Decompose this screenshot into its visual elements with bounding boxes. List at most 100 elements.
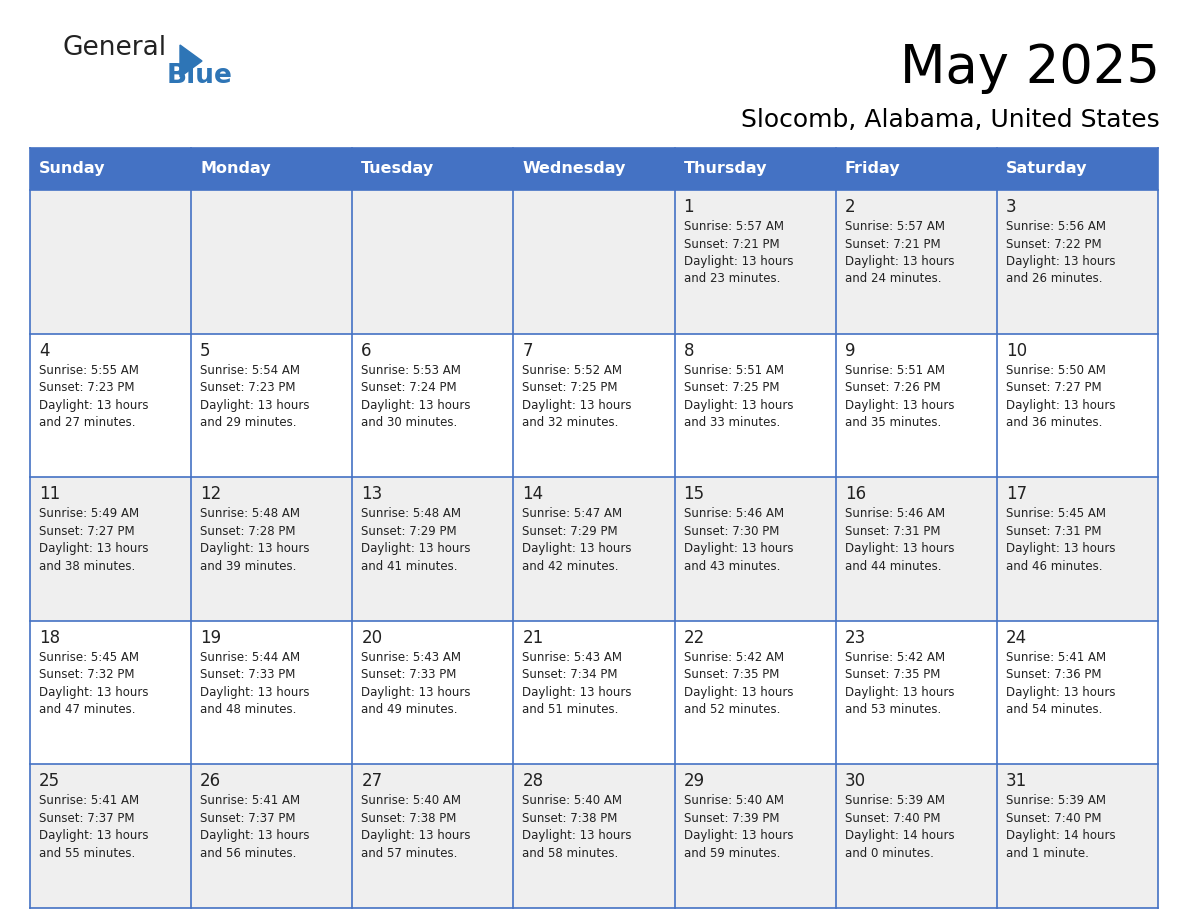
Text: General: General [62,35,166,61]
Text: Sunrise: 5:41 AM: Sunrise: 5:41 AM [39,794,139,808]
Text: Daylight: 13 hours: Daylight: 13 hours [683,686,794,699]
Text: Sunrise: 5:52 AM: Sunrise: 5:52 AM [523,364,623,376]
Bar [675,190,835,333]
Text: and 30 minutes.: and 30 minutes. [361,416,457,429]
Text: Daylight: 13 hours: Daylight: 13 hours [361,398,470,411]
Bar [997,621,1158,765]
Bar [835,765,997,908]
Text: 24: 24 [1006,629,1026,647]
Text: and 0 minutes.: and 0 minutes. [845,847,934,860]
Text: and 29 minutes.: and 29 minutes. [200,416,297,429]
Text: Sunrise: 5:46 AM: Sunrise: 5:46 AM [845,508,944,521]
Text: and 35 minutes.: and 35 minutes. [845,416,941,429]
Bar [30,621,191,765]
Bar [675,477,835,621]
Text: 26: 26 [200,772,221,790]
Text: Blue: Blue [168,63,233,89]
Text: Sunrise: 5:43 AM: Sunrise: 5:43 AM [361,651,461,664]
Text: Sunset: 7:23 PM: Sunset: 7:23 PM [39,381,134,394]
Text: Daylight: 14 hours: Daylight: 14 hours [845,829,954,843]
Text: 22: 22 [683,629,704,647]
Bar [997,477,1158,621]
Bar [513,333,675,477]
Text: 11: 11 [39,486,61,503]
Bar [191,148,353,190]
Text: Sunset: 7:29 PM: Sunset: 7:29 PM [361,525,457,538]
Text: and 55 minutes.: and 55 minutes. [39,847,135,860]
Text: Daylight: 13 hours: Daylight: 13 hours [683,829,794,843]
Text: and 23 minutes.: and 23 minutes. [683,273,781,285]
Bar [353,477,513,621]
Text: Daylight: 13 hours: Daylight: 13 hours [200,398,310,411]
Text: 13: 13 [361,486,383,503]
Bar [30,190,191,333]
Text: Sunrise: 5:43 AM: Sunrise: 5:43 AM [523,651,623,664]
Text: 29: 29 [683,772,704,790]
Bar [835,148,997,190]
Text: 16: 16 [845,486,866,503]
Text: Sunrise: 5:40 AM: Sunrise: 5:40 AM [361,794,461,808]
Text: Sunrise: 5:48 AM: Sunrise: 5:48 AM [361,508,461,521]
Text: Sunrise: 5:57 AM: Sunrise: 5:57 AM [683,220,784,233]
Bar [353,148,513,190]
Text: Daylight: 13 hours: Daylight: 13 hours [39,543,148,555]
Text: Sunset: 7:35 PM: Sunset: 7:35 PM [683,668,779,681]
Text: and 48 minutes.: and 48 minutes. [200,703,297,716]
Text: Daylight: 13 hours: Daylight: 13 hours [683,398,794,411]
Text: Sunrise: 5:47 AM: Sunrise: 5:47 AM [523,508,623,521]
Text: and 58 minutes.: and 58 minutes. [523,847,619,860]
Bar [675,765,835,908]
Text: Daylight: 13 hours: Daylight: 13 hours [200,829,310,843]
Text: Sunset: 7:30 PM: Sunset: 7:30 PM [683,525,779,538]
Bar [513,477,675,621]
Text: Monday: Monday [200,162,271,176]
Text: Sunrise: 5:39 AM: Sunrise: 5:39 AM [1006,794,1106,808]
Text: Thursday: Thursday [683,162,767,176]
Text: Sunset: 7:28 PM: Sunset: 7:28 PM [200,525,296,538]
Text: Sunrise: 5:45 AM: Sunrise: 5:45 AM [1006,508,1106,521]
Text: Sunrise: 5:53 AM: Sunrise: 5:53 AM [361,364,461,376]
Bar [675,333,835,477]
Text: and 1 minute.: and 1 minute. [1006,847,1088,860]
Text: Daylight: 13 hours: Daylight: 13 hours [200,686,310,699]
Text: and 44 minutes.: and 44 minutes. [845,560,941,573]
Text: Tuesday: Tuesday [361,162,435,176]
Text: Sunrise: 5:46 AM: Sunrise: 5:46 AM [683,508,784,521]
Text: Sunset: 7:27 PM: Sunset: 7:27 PM [1006,381,1101,394]
Text: Daylight: 13 hours: Daylight: 13 hours [1006,686,1116,699]
Text: and 41 minutes.: and 41 minutes. [361,560,457,573]
Text: Daylight: 13 hours: Daylight: 13 hours [523,829,632,843]
Text: Sunset: 7:33 PM: Sunset: 7:33 PM [200,668,296,681]
Text: Sunset: 7:39 PM: Sunset: 7:39 PM [683,812,779,825]
Text: Sunset: 7:32 PM: Sunset: 7:32 PM [39,668,134,681]
Text: and 59 minutes.: and 59 minutes. [683,847,781,860]
Text: Sunrise: 5:40 AM: Sunrise: 5:40 AM [523,794,623,808]
Text: 21: 21 [523,629,544,647]
Text: Daylight: 13 hours: Daylight: 13 hours [1006,398,1116,411]
Text: Sunrise: 5:51 AM: Sunrise: 5:51 AM [683,364,784,376]
Text: Sunrise: 5:45 AM: Sunrise: 5:45 AM [39,651,139,664]
Text: Sunset: 7:37 PM: Sunset: 7:37 PM [39,812,134,825]
Text: Daylight: 13 hours: Daylight: 13 hours [200,543,310,555]
Bar [353,621,513,765]
Text: 31: 31 [1006,772,1028,790]
Text: 30: 30 [845,772,866,790]
Text: Slocomb, Alabama, United States: Slocomb, Alabama, United States [741,108,1159,132]
Text: Sunset: 7:21 PM: Sunset: 7:21 PM [845,238,941,251]
Text: 8: 8 [683,341,694,360]
Bar [835,477,997,621]
Text: 27: 27 [361,772,383,790]
Text: May 2025: May 2025 [901,42,1159,94]
Text: and 56 minutes.: and 56 minutes. [200,847,297,860]
Text: Sunset: 7:40 PM: Sunset: 7:40 PM [1006,812,1101,825]
Text: 2: 2 [845,198,855,216]
Text: Sunset: 7:34 PM: Sunset: 7:34 PM [523,668,618,681]
Text: Sunrise: 5:42 AM: Sunrise: 5:42 AM [683,651,784,664]
Text: 7: 7 [523,341,533,360]
Text: Sunrise: 5:50 AM: Sunrise: 5:50 AM [1006,364,1106,376]
Text: and 43 minutes.: and 43 minutes. [683,560,781,573]
Text: 4: 4 [39,341,50,360]
Bar [30,765,191,908]
Text: Daylight: 13 hours: Daylight: 13 hours [523,398,632,411]
Bar [191,333,353,477]
